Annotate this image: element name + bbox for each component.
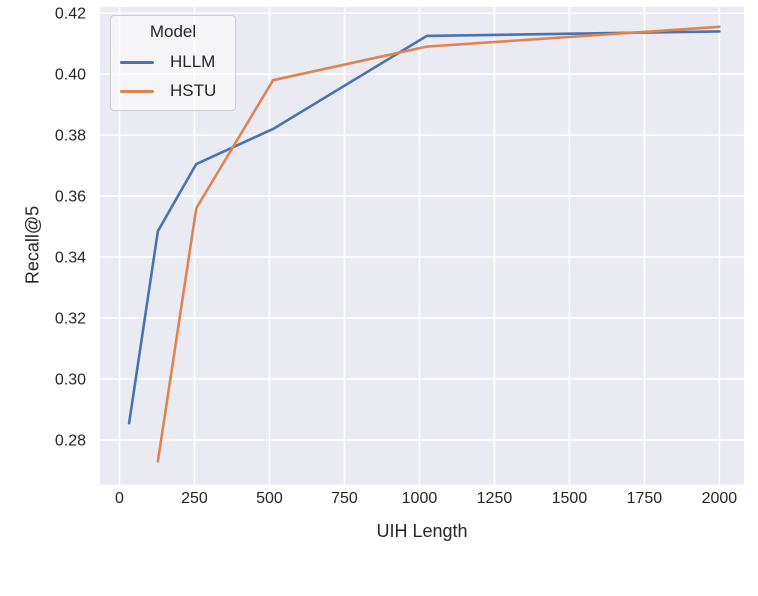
x-tick-label: 1000 <box>402 490 438 507</box>
y-tick-label: 0.30 <box>55 371 86 388</box>
legend-items: HLLM HSTU <box>120 52 226 101</box>
y-axis-label: Recall@5 <box>22 205 43 285</box>
y-tick-label: 0.32 <box>55 311 86 328</box>
legend-title: Model <box>149 22 197 41</box>
x-tick-label: 0 <box>115 490 124 507</box>
y-tick-label: 0.36 <box>55 189 86 206</box>
series-line-hstu <box>156 25 721 463</box>
y-tick-label: 0.34 <box>55 250 86 267</box>
x-tick-label: 750 <box>331 490 358 507</box>
y-tick-label: 0.42 <box>55 6 86 23</box>
x-tick-label: 1250 <box>477 490 513 507</box>
x-tick-label: 1750 <box>627 490 663 507</box>
x-tick-label: 1500 <box>552 490 588 507</box>
legend-line-swatch-icon <box>120 60 154 64</box>
legend-item-hllm: HLLM <box>120 52 226 72</box>
x-tick-label: 250 <box>181 490 208 507</box>
y-tick-label: 0.38 <box>55 128 86 145</box>
x-tick-label: 500 <box>256 490 283 507</box>
legend-line-swatch-icon <box>120 89 154 93</box>
x-tick-label: 2000 <box>702 490 738 507</box>
legend: Model HLLM HSTU <box>110 15 236 111</box>
x-axis-label: UIH Length <box>376 521 468 541</box>
legend-item-label: HSTU <box>170 81 217 100</box>
y-tick-label: 0.28 <box>55 432 86 449</box>
legend-item-label: HLLM <box>170 52 216 71</box>
y-tick-label: 0.40 <box>55 67 86 84</box>
legend-item-hstu: HSTU <box>120 81 226 101</box>
